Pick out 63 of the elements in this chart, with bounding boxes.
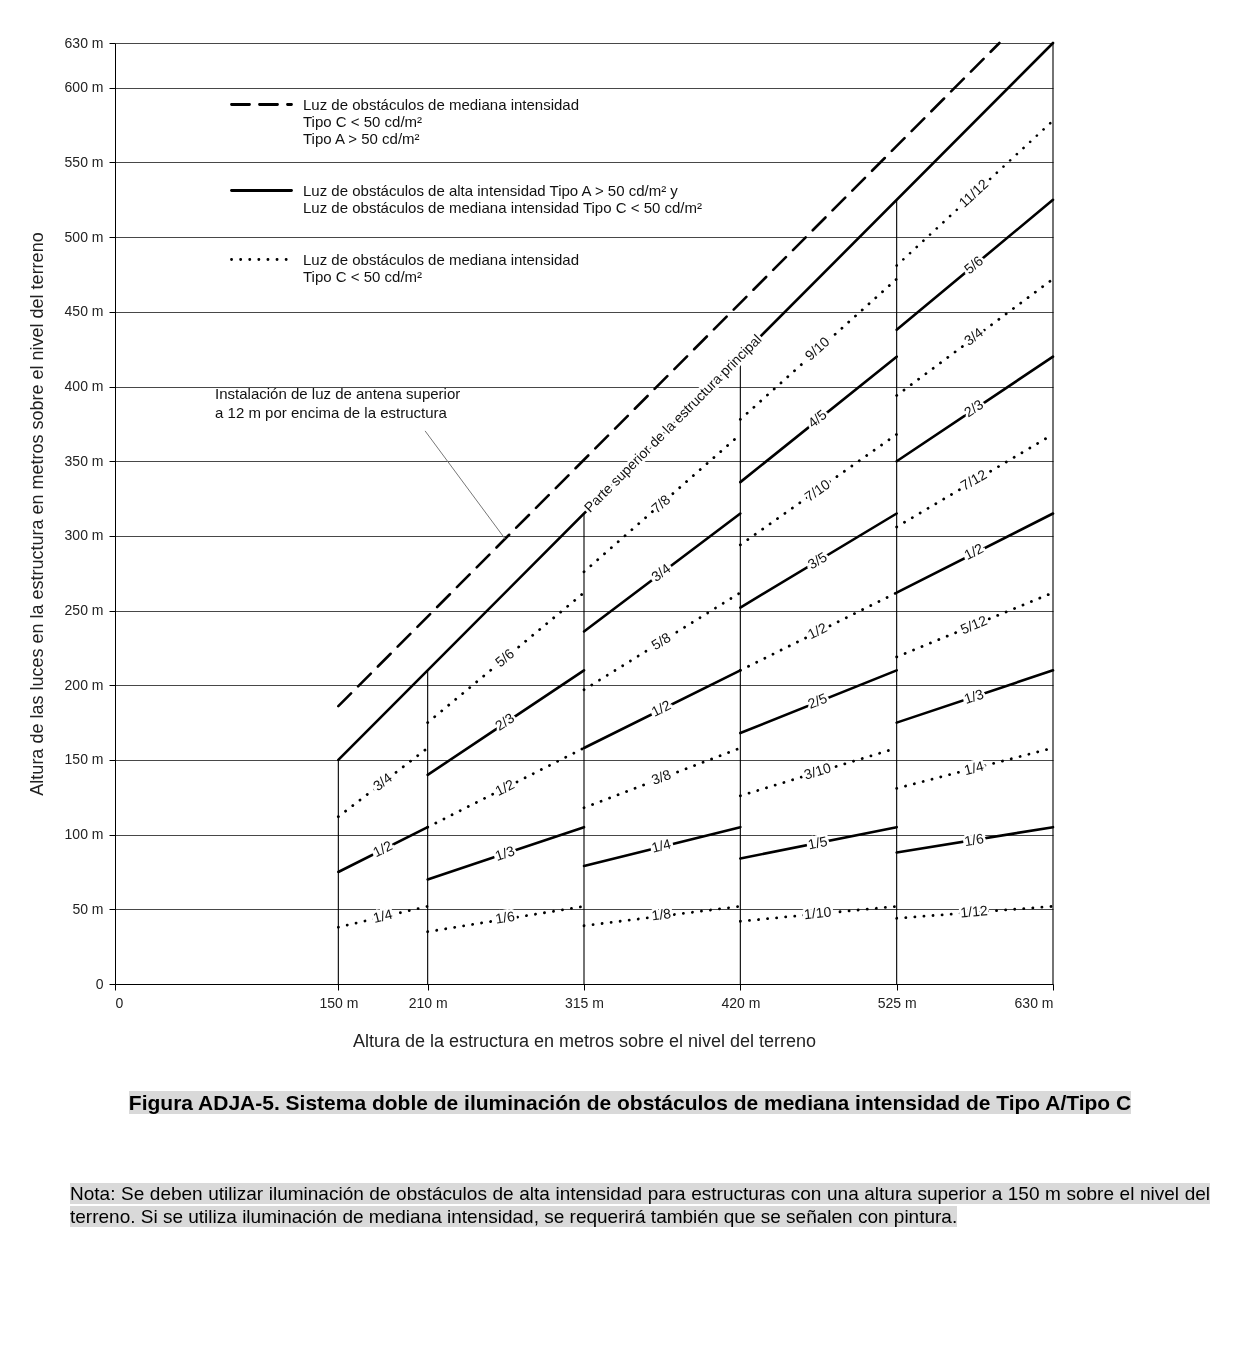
x-tick-label: 315 m: [565, 994, 604, 1011]
annotation: 2/5: [805, 689, 830, 712]
annotation: 2/3: [491, 709, 518, 734]
x-tick-label: 150 m: [319, 994, 359, 1011]
x-tick-label: 0: [115, 994, 124, 1011]
y-tick-label: 250 m: [64, 602, 104, 619]
text: Nota: Se deben utilizar iluminación de obstáculos de alta intensidad para estructuras con una altura superior a 150 m sobre el nivel del terreno. Si se utiliza iluminación de mediana intensidad, se requerirá también que se señalen con pintura.: [70, 1183, 1210, 1227]
y-tick-label: 0: [95, 975, 104, 992]
annotation: Instalación de luz de antena superior a 12 m por encima de la estructura: [215, 384, 461, 421]
annotation: 4/5: [804, 406, 830, 431]
annotation: 1/2: [805, 619, 830, 643]
y-tick-label: 400 m: [64, 378, 104, 395]
y-tick-label: 500 m: [64, 228, 104, 245]
annotation: 7/12: [957, 465, 990, 494]
annotation: 1/6: [493, 907, 517, 927]
annotation: 1/6: [963, 830, 986, 850]
annotation: 3/4: [960, 324, 987, 349]
y-tick-label: 450 m: [64, 303, 104, 320]
y-tick-label: 100 m: [64, 826, 104, 843]
x-tick-label: 630 m: [1014, 994, 1054, 1011]
legend-label: Luz de obstáculos de mediana intensidad Tipo C < 50 cd/m²: [303, 250, 580, 285]
annotation: 3/8: [649, 765, 674, 788]
annotation: 1/8: [650, 905, 673, 924]
annotation: 3/5: [804, 548, 830, 573]
annotation: 1/4: [962, 757, 986, 779]
x-tick-label: 525 m: [877, 994, 917, 1011]
annotation: 3/4: [369, 769, 396, 794]
legend-label: Luz de obstáculos de alta intensidad Tipo A > 50 cd/m² y Luz de obstáculos de mediana intensidad Tipo C < 50 cd/m²: [303, 181, 702, 216]
y-tick-label: 300 m: [64, 527, 104, 544]
annotation: 2/3: [960, 395, 987, 421]
annotation: 7/10: [801, 475, 834, 505]
annotation: 5/8: [648, 629, 674, 654]
annotation: 1/2: [492, 775, 518, 799]
y-tick-label: 550 m: [64, 153, 104, 170]
annotation: 1/2: [961, 539, 987, 563]
annotation: 1/3: [962, 685, 986, 707]
annotation: 1/2: [648, 696, 674, 720]
annotation: 5/6: [960, 252, 987, 278]
x-axis-title: Altura de la estructura en metros sobre el nivel del terreno: [352, 1030, 817, 1051]
y-tick-label: 150 m: [64, 751, 104, 768]
text: Figura ADJA-5. Sistema doble de iluminación de obstáculos de mediana intensidad de Tipo A/Tipo C: [128, 1091, 1132, 1114]
legend-label: Luz de obstáculos de mediana intensidad Tipo C < 50 cd/m² Tipo A > 50 cd/m²: [303, 95, 580, 147]
annotation: 1/4: [371, 905, 395, 926]
y-tick-label: 50 m: [72, 900, 104, 917]
annotation: 9/10: [801, 333, 833, 364]
annotation: 3/4: [648, 560, 674, 585]
annotation: 1/5: [806, 832, 829, 853]
annotation: 7/8: [648, 491, 674, 517]
y-tick-label: 630 m: [64, 34, 104, 51]
y-tick-label: 600 m: [64, 79, 104, 96]
annotation: 5/12: [958, 611, 990, 638]
annotation: 3/10: [802, 759, 834, 783]
annotation: 1/4: [649, 835, 673, 856]
x-tick-label: 420 m: [721, 994, 761, 1011]
annotation: 1/2: [370, 837, 396, 861]
annotation: 5/6: [491, 645, 518, 670]
annotation: 1/3: [493, 842, 517, 864]
y-tick-label: 200 m: [64, 676, 104, 693]
annotation: 1/12: [959, 902, 989, 921]
x-tick-label: 210 m: [408, 994, 448, 1011]
y-axis-title: Altura de las luces en la estructura en metros sobre el nivel del terreno: [26, 232, 47, 796]
annotation: 1/10: [803, 903, 833, 923]
y-tick-label: 350 m: [64, 452, 104, 469]
